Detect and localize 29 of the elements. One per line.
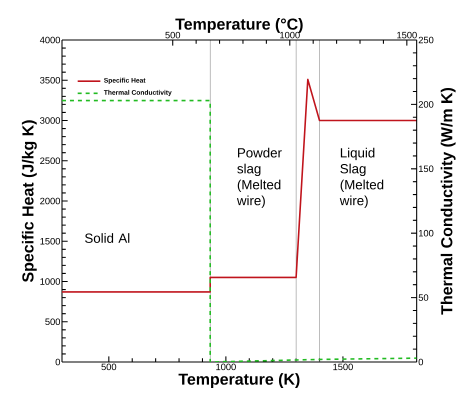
- x2-tick-label: 1000: [280, 32, 300, 38]
- y-tick-label: 3000: [40, 117, 60, 124]
- y2-tick-label: 50: [418, 294, 428, 301]
- annotation: Powder slag (Melted wire): [236, 148, 282, 208]
- y2-tick-label: 100: [418, 230, 434, 236]
- y-tick-label: 2000: [40, 198, 60, 204]
- y-tick-label: 1500: [40, 238, 60, 245]
- y-tick-label: 500: [45, 318, 60, 326]
- y-tick-label: 3500: [40, 76, 60, 84]
- y2-tick-label: 150: [418, 166, 434, 172]
- x-tick-label: 1000: [216, 364, 236, 370]
- y-tick-label: 4000: [40, 36, 60, 44]
- x-tick-label: 1500: [333, 364, 353, 370]
- line-series: [62, 78, 417, 293]
- y2-tick-label: 200: [418, 101, 434, 108]
- x2-axis-title: Temperature (°C): [175, 18, 303, 33]
- x-tick-label: 500: [101, 364, 116, 370]
- annotation: Liquid Slag (Melted wire): [340, 148, 384, 208]
- y2-tick-label: 0: [418, 358, 424, 366]
- y2-axis-title: Thermal Conductivity (W/m K): [440, 88, 456, 315]
- y-axis-title: Specific Heat (J/kg K): [22, 120, 37, 282]
- annotation: Solid Al: [85, 233, 130, 243]
- x2-tick-label: 1500: [397, 32, 417, 38]
- y-tick-label: 2500: [40, 157, 60, 164]
- y-tick-label: 1000: [40, 278, 60, 285]
- x2-tick-label: 500: [165, 32, 180, 38]
- y-tick-label: 0: [56, 358, 60, 366]
- x-axis-title: Temperature (K): [178, 373, 300, 388]
- y2-tick-label: 250: [418, 36, 434, 44]
